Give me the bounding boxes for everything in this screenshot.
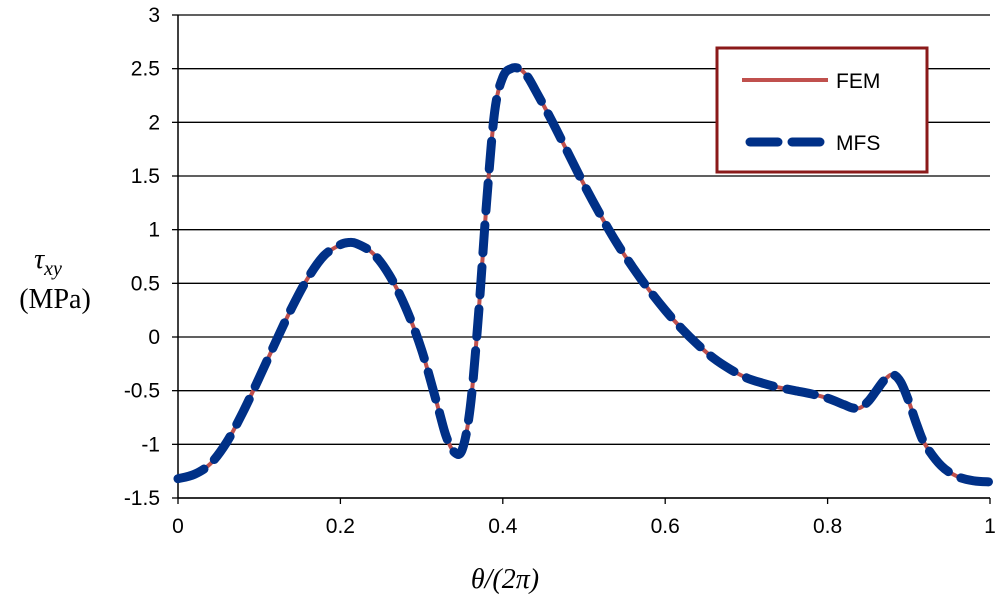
legend-label-mfs: MFS bbox=[836, 132, 880, 155]
y-tick-label: 1 bbox=[148, 219, 160, 242]
legend-label-fem: FEM bbox=[836, 70, 880, 93]
legend-box bbox=[715, 46, 929, 174]
y-tick-label: -0.5 bbox=[124, 380, 160, 403]
y-tick-label: 1.5 bbox=[131, 165, 160, 188]
y-tick-label: -1.5 bbox=[124, 487, 160, 510]
y-tick-labels: -1.5 -1 -0.5 0 0.5 1 1.5 2 2.5 3 bbox=[124, 4, 160, 510]
x-tick-label: 1 bbox=[984, 515, 996, 538]
series-line-mfs bbox=[173, 63, 995, 487]
y-tick-label: -1 bbox=[141, 433, 160, 456]
x-tick-label: 0.6 bbox=[651, 515, 680, 538]
x-tick-label: 0.4 bbox=[488, 515, 518, 538]
series-lines bbox=[173, 63, 995, 487]
y-tick-label: 2.5 bbox=[131, 58, 160, 81]
y-axis-label: τxy (MPa) bbox=[19, 244, 91, 315]
y-tick-label: 0.5 bbox=[131, 272, 160, 295]
x-tick-labels: 0 0.2 0.4 0.6 0.8 1 bbox=[172, 515, 996, 538]
y-tick-label: 0 bbox=[148, 326, 160, 349]
y-tick-label: 3 bbox=[148, 4, 160, 27]
y-axis-label-unit: (MPa) bbox=[19, 284, 91, 315]
x-tick-label: 0.2 bbox=[326, 515, 355, 538]
y-axis-label-symbol: τxy bbox=[34, 244, 62, 280]
y-tick-label: 2 bbox=[148, 111, 160, 134]
y-axis-label-subscript: xy bbox=[43, 258, 62, 280]
x-axis-label: θ/(2π) bbox=[471, 564, 539, 595]
x-tick-label: 0 bbox=[172, 515, 184, 538]
legend: FEM MFS bbox=[715, 46, 929, 174]
axes bbox=[177, 15, 990, 499]
x-tick-label: 0.8 bbox=[813, 515, 842, 538]
